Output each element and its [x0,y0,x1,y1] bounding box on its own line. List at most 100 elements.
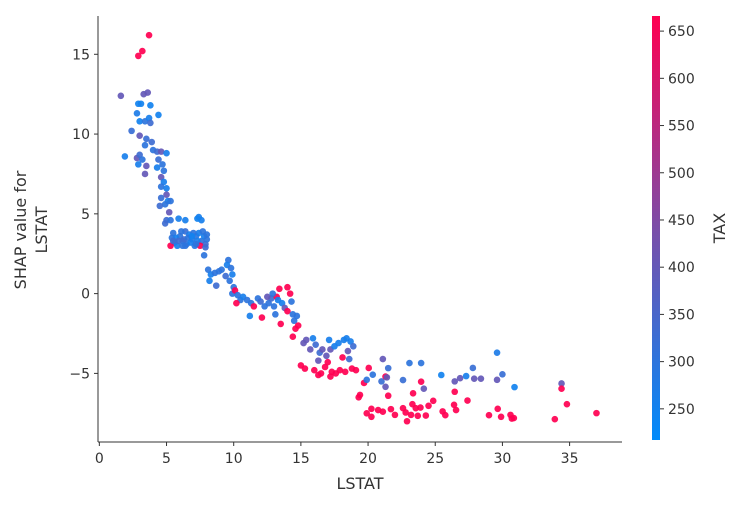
colorbar-tick-label: 650 [668,24,695,40]
data-point [163,191,170,198]
data-point [192,240,200,248]
data-point [382,383,389,391]
data-point [226,277,233,285]
data-point [284,307,291,315]
data-point [153,164,161,171]
data-point [274,296,282,304]
data-point [163,149,170,157]
y-tick-label: 5 [81,207,90,223]
data-point [379,408,387,415]
x-tick-label: 5 [162,451,171,467]
data-point [293,312,301,320]
y-tick-label: −5 [69,366,90,382]
data-point [169,229,177,237]
data-point [391,411,399,419]
data-point [159,161,166,168]
colorbar-tick-label: 450 [668,213,695,229]
data-point [141,170,149,178]
data-point [302,336,310,344]
data-point [257,298,264,305]
data-point [469,364,477,372]
data-point [200,252,208,259]
data-point [356,391,364,399]
data-point [383,374,391,381]
data-point [139,156,146,163]
colorbar-tick-label: 600 [668,71,695,87]
data-point [369,371,377,378]
data-point [301,365,309,372]
data-point [229,271,236,278]
data-point [493,376,501,384]
data-point [147,119,154,127]
data-point [157,183,165,191]
data-point [451,388,459,396]
data-point [178,228,185,235]
data-point [309,334,317,342]
data-point [345,355,353,363]
data-point [144,89,152,96]
data-point [175,215,182,222]
colorbar-ticks: 250 300 350 400 450 500 550 600 650 [660,24,695,418]
data-point [284,283,291,291]
data-point [384,364,392,372]
data-point [269,290,276,297]
x-tick-label: 25 [426,451,444,467]
data-point [156,202,164,210]
data-point [315,357,322,364]
data-point [204,266,212,273]
data-point [179,242,186,250]
y-ticks: 15 10 5 0 −5 [69,47,98,382]
data-point [203,236,211,243]
data-point [128,127,135,135]
data-point [202,244,209,251]
data-point [288,298,295,305]
data-point [494,405,502,413]
data-point [323,352,330,360]
data-point [212,282,220,289]
data-point [325,336,333,344]
data-point [407,411,415,419]
data-point [365,364,373,372]
data-point [133,110,141,117]
data-point [558,380,565,387]
data-point [182,216,189,224]
data-point [414,412,422,420]
data-point [161,220,169,227]
data-point [143,135,150,143]
data-point [551,415,559,423]
data-point [147,102,154,109]
data-point [563,400,571,408]
data-point [477,375,485,382]
data-point [363,409,371,417]
data-point [270,303,278,310]
data-point [324,358,332,366]
data-point [510,414,518,422]
colorbar-tick-label: 250 [668,402,695,418]
data-point [246,312,254,320]
data-point [339,354,346,361]
data-point [384,392,392,400]
data-point [327,373,334,380]
data-point [135,100,142,108]
data-point [368,413,375,421]
data-point [402,409,409,416]
data-point [321,363,329,371]
data-point [250,303,258,310]
data-point [406,359,413,367]
data-point [387,405,395,413]
data-point [425,402,432,410]
data-point [157,173,165,181]
data-point [417,378,425,385]
data-point [231,287,239,294]
data-point [417,359,425,367]
colorbar-tick-label: 300 [668,355,695,371]
data-point [148,138,156,146]
data-point [155,111,162,119]
data-point [136,132,143,139]
data-point [352,366,360,374]
colorbar-label: TAX [710,213,729,244]
y-axis-label-line1: SHAP value for [11,170,30,289]
data-point [311,366,318,374]
data-point [141,141,149,149]
